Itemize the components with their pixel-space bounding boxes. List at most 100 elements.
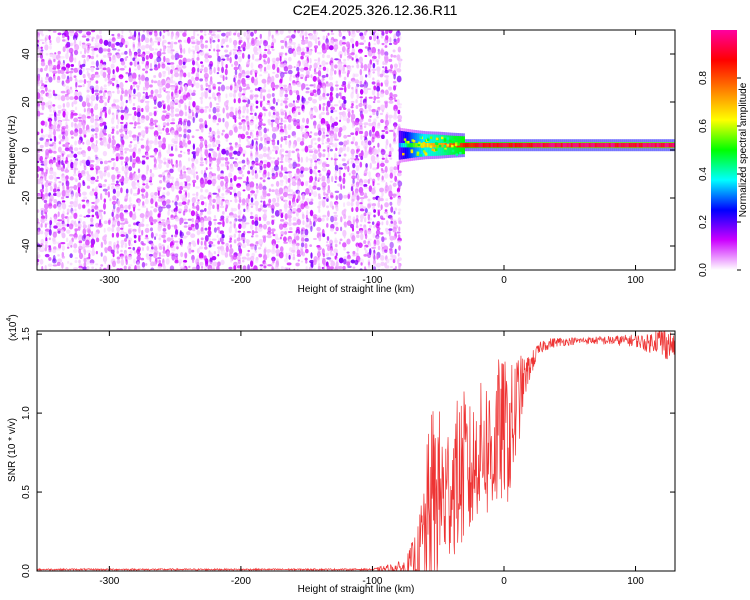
spectrogram-cell: [389, 266, 393, 269]
spectrogram-cell: [135, 84, 140, 88]
spectrogram-cell: [140, 45, 146, 51]
spectrogram-cell: [65, 266, 69, 270]
spectrogram-cell: [205, 82, 209, 88]
spectrogram-cell: [389, 157, 393, 160]
spectrogram-cell: [334, 164, 339, 172]
spectrogram-cell: [204, 44, 208, 49]
spectrogram-cell: [280, 45, 285, 50]
spectrogram-cell: [301, 41, 306, 45]
spectrogram-cell: [359, 208, 365, 212]
spectrogram-cell: [148, 31, 153, 36]
spectrogram-cell: [233, 223, 236, 229]
spectrogram-cell: [74, 123, 78, 130]
spectrogram-cell: [484, 143, 487, 148]
spectrogram-cell: [196, 51, 200, 54]
spectrogram-cell: [205, 260, 209, 268]
spectrogram-cell: [351, 198, 355, 203]
spectrogram-cell: [225, 105, 229, 111]
spectrogram-cell: [293, 119, 297, 127]
spectrogram-cell: [351, 124, 355, 129]
spectrogram-cell: [343, 213, 347, 220]
spectrogram-cell: [61, 196, 65, 200]
spectrogram-cell: [225, 86, 230, 90]
spectrogram-cell: [102, 121, 107, 126]
spectrogram-cell: [309, 192, 312, 197]
spectrogram-cell: [78, 259, 81, 264]
spectrogram-cell: [161, 206, 166, 209]
spectrogram-cell: [464, 143, 467, 148]
spectrogram-cell: [496, 143, 499, 148]
spectrogram-cell: [384, 101, 388, 109]
spectrogram-cell: [169, 265, 175, 270]
spectrogram-cell: [388, 30, 393, 34]
spectrogram-cell: [279, 236, 282, 240]
spectrogram-cell: [364, 54, 368, 58]
spectrogram-cell: [251, 53, 255, 61]
spectrogram-cell: [178, 110, 184, 117]
spectrogram-cell: [255, 100, 259, 105]
spectrogram-cell: [162, 30, 166, 34]
spectrogram-cell: [326, 137, 331, 143]
spectrogram-cell: [352, 253, 356, 257]
spectrogram-cell: [373, 34, 377, 42]
spectrogram-cell: [388, 229, 391, 237]
spectrogram-cell: [216, 44, 220, 51]
spectrogram-cell: [359, 214, 364, 220]
spectrogram-cell: [281, 198, 284, 201]
spectrogram-cell: [183, 125, 188, 130]
spectrogram-cell: [288, 56, 292, 62]
spectrogram-cell: [251, 252, 255, 258]
spectrogram-cell: [372, 111, 376, 116]
spectrogram-cell: [83, 58, 86, 66]
spectrogram-cell: [111, 209, 116, 213]
spectrogram-cell: [292, 256, 296, 261]
spectrogram-cell: [120, 181, 124, 186]
spectrogram-cell: [127, 237, 133, 242]
spectrogram-cell: [258, 216, 262, 221]
spectrogram-cell: [55, 36, 61, 44]
spectrogram-cell: [371, 81, 376, 85]
spectrogram-cell: [392, 113, 398, 120]
spectrogram-cell: [317, 193, 321, 197]
spectrogram-cell: [504, 143, 507, 148]
spectrogram-cell: [222, 75, 225, 82]
spectrogram-cell: [87, 208, 91, 214]
spectrogram-cell: [312, 221, 316, 227]
spectrogram-cell: [174, 113, 180, 117]
spectrogram-cell: [207, 32, 212, 36]
spectrogram-cell: [211, 244, 216, 247]
spectrogram-cell: [388, 86, 392, 91]
spectrogram-cell: [339, 238, 343, 242]
spectrogram-cell: [238, 36, 243, 40]
spectrogram-cell: [171, 118, 175, 122]
spectrogram-cell: [411, 139, 415, 142]
spectrogram-cell: [238, 55, 242, 63]
spectrogram-cell: [96, 158, 99, 165]
spectrogram-cell: [335, 84, 339, 87]
spectrogram-cell: [56, 124, 61, 129]
spectrogram-cell: [376, 60, 379, 65]
spectrogram-cell: [342, 242, 347, 248]
spectrogram-cell: [326, 172, 331, 177]
spectrogram-cell: [282, 166, 288, 172]
spectrogram-cell: [191, 196, 196, 204]
spectrogram-cell: [127, 130, 133, 135]
spectrogram-cell: [231, 63, 234, 67]
spectrogram-cell: [512, 143, 515, 148]
spectrogram-cell: [304, 102, 309, 105]
spectrogram-cell: [37, 35, 41, 42]
spectrogram-cell: [217, 254, 220, 257]
spectrogram-cell: [165, 169, 170, 173]
spectrogram-cell: [303, 66, 309, 71]
spectrogram-cell: [343, 172, 346, 178]
spectrogram-cell: [138, 76, 141, 81]
spectrogram-cell: [102, 48, 108, 52]
spectrogram-cell: [384, 202, 389, 208]
spectrogram-cell: [326, 177, 331, 184]
spectrogram-cell: [95, 95, 99, 101]
spectrogram-cell: [128, 75, 134, 83]
spectrogram-tone-band: [398, 127, 675, 163]
spectrogram-cell: [72, 112, 78, 116]
spectrogram-cell: [162, 137, 166, 144]
spectrogram-cell: [41, 41, 45, 45]
